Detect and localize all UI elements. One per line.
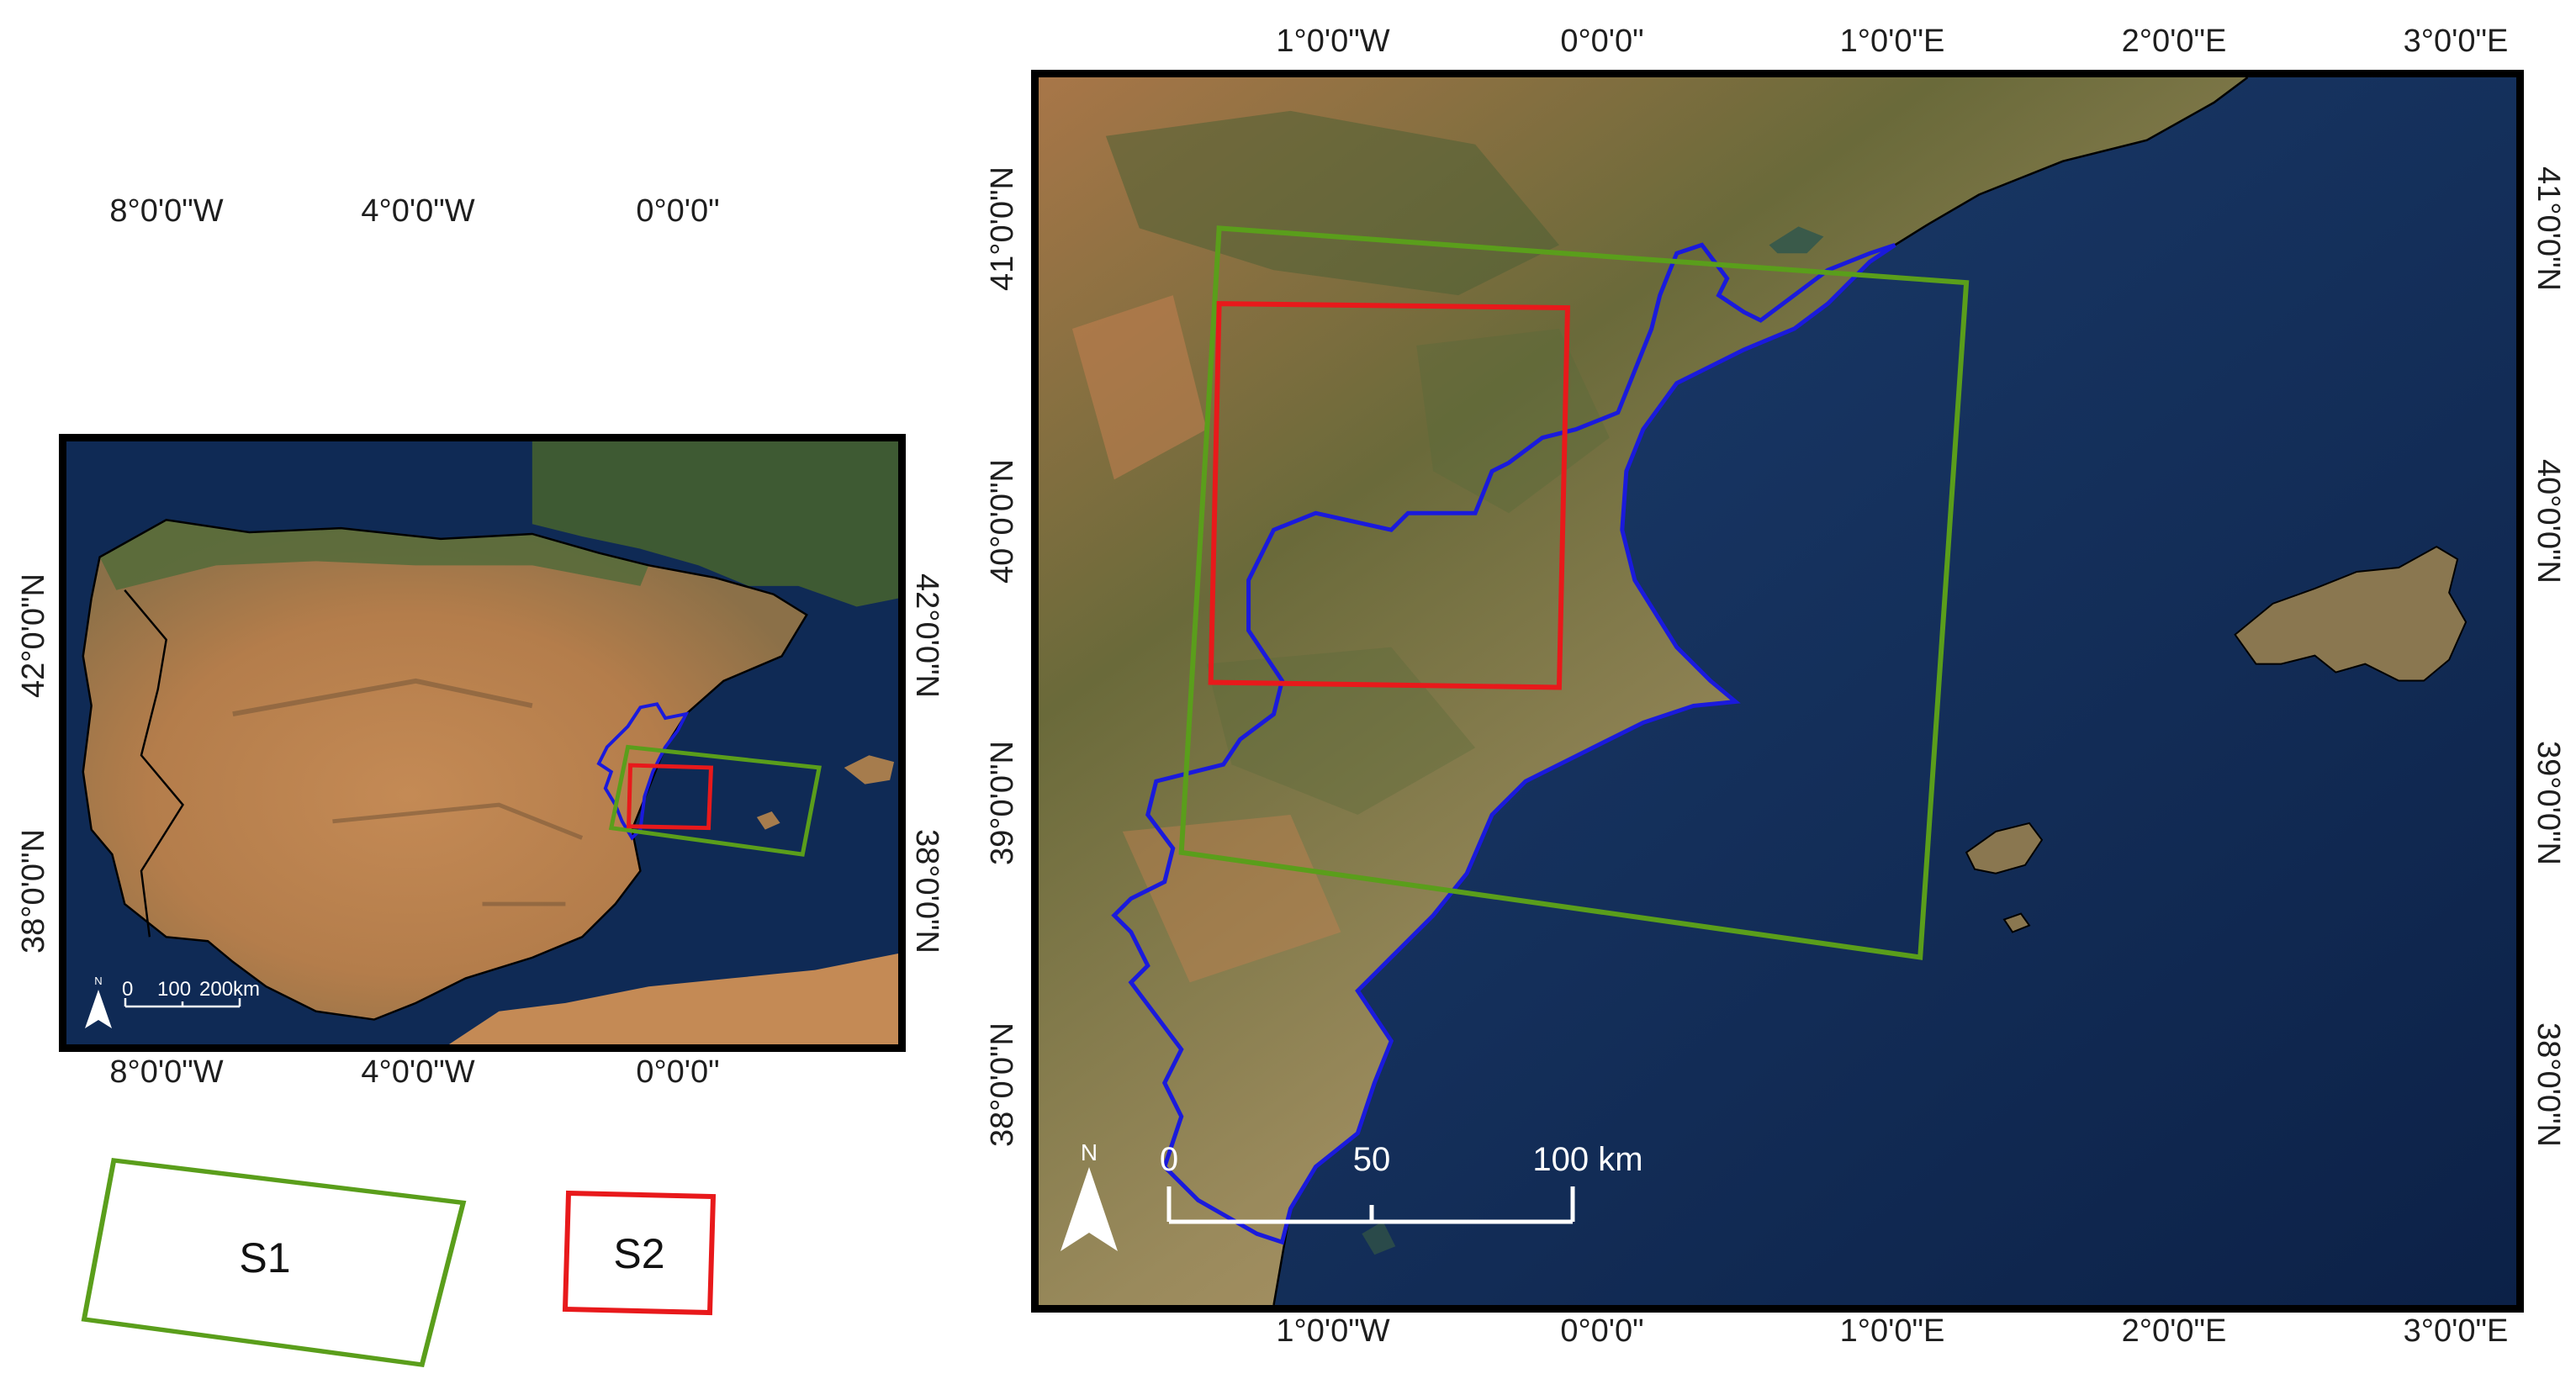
left-lat-label-east: 38°0'0"N: [909, 829, 944, 954]
svg-text:N: N: [1081, 1139, 1098, 1165]
right-bottom-lon-label: 1°0'0"W: [1276, 1313, 1390, 1349]
overview-scale-bar: 0 100 200 km: [122, 978, 260, 1020]
s2-footprint-detail: [1208, 301, 1570, 690]
overview-map-image: [66, 441, 898, 1044]
left-lat-label-east: 42°0'0"N: [909, 573, 944, 698]
mainland-spain: [1039, 77, 2248, 1305]
right-bottom-lon-label: 0°0'0": [1560, 1313, 1644, 1349]
left-bottom-lon-label: 0°0'0": [636, 1054, 720, 1090]
left-top-lon-label: 4°0'0"W: [361, 193, 475, 229]
left-lat-label-west: 38°0'0"N: [16, 829, 51, 954]
right-lat-label-west: 38°0'0"N: [985, 1022, 1020, 1147]
s1-legend-swatch: [81, 1157, 467, 1368]
left-lat-label-west: 42°0'0"N: [16, 573, 51, 698]
right-bottom-lon-label: 3°0'0"E: [2403, 1313, 2509, 1349]
right-top-lon-label: 2°0'0"E: [2121, 24, 2227, 59]
right-top-lon-label: 1°0'0"E: [1839, 24, 1945, 59]
svg-text:N: N: [94, 975, 102, 987]
detail-scale-bar: 0 50 100 km: [1159, 1141, 1643, 1242]
s2-footprint-overview: [627, 763, 714, 831]
left-top-lon-label: 0°0'0": [636, 193, 720, 229]
legend-s1: S1: [80, 1157, 475, 1379]
ebro-delta: [1769, 226, 1824, 254]
left-top-lon-label: 8°0'0"W: [109, 193, 224, 229]
scale-tick-label: 100 km: [1532, 1141, 1643, 1178]
mallorca-island: [2234, 545, 2468, 682]
right-top-lon-label: 1°0'0"W: [1276, 24, 1390, 59]
scale-tick-label: 0: [122, 978, 134, 1001]
north-arrow-icon: N: [1061, 1139, 1118, 1251]
mar-menor: [1362, 1221, 1396, 1255]
iberia-land: [82, 520, 807, 1020]
mallorca-island: [844, 755, 895, 785]
left-bottom-lon-label: 8°0'0"W: [109, 1054, 224, 1090]
right-bottom-lon-label: 1°0'0"E: [1839, 1313, 1945, 1349]
detail-map-image: [1039, 77, 2516, 1305]
formentera-island: [2002, 912, 2031, 933]
s2-legend-label: S2: [613, 1230, 665, 1277]
scale-tick-label: 100: [157, 978, 192, 1001]
right-top-lon-label: 0°0'0": [1560, 24, 1644, 59]
scale-unit-label: km: [233, 978, 260, 1001]
right-lat-label-west: 39°0'0"N: [985, 741, 1020, 865]
right-bottom-lon-label: 2°0'0"E: [2121, 1313, 2227, 1349]
ibiza-island: [756, 811, 780, 830]
region-boundary: [596, 702, 690, 841]
ibiza-island: [1965, 822, 2044, 874]
legend-s2: S2: [562, 1190, 722, 1316]
left-bottom-lon-label: 4°0'0"W: [361, 1054, 475, 1090]
s1-footprint-detail: [1178, 225, 1970, 960]
france-land: [532, 441, 898, 607]
right-lat-label-east: 40°0'0"N: [2531, 459, 2566, 584]
scale-tick-label: 200: [199, 978, 234, 1001]
right-lat-label-east: 41°0'0"N: [2531, 166, 2566, 291]
s1-footprint-overview: [608, 744, 822, 857]
scale-tick-label: 0: [1159, 1141, 1179, 1178]
region-boundary: [1111, 242, 1896, 1245]
right-top-lon-label: 3°0'0"E: [2403, 24, 2509, 59]
right-lat-label-east: 38°0'0"N: [2531, 1022, 2566, 1147]
right-lat-label-west: 40°0'0"N: [985, 459, 1020, 584]
s2-legend-swatch: [562, 1190, 717, 1316]
s1-legend-label: S1: [239, 1234, 291, 1281]
right-lat-label-east: 39°0'0"N: [2531, 741, 2566, 865]
north-arrow-icon: N: [85, 975, 112, 1028]
detail-map: N 0 50 100 km: [1031, 70, 2524, 1313]
right-lat-label-west: 41°0'0"N: [985, 166, 1020, 291]
scale-tick-label: 50: [1352, 1141, 1391, 1178]
africa-land: [448, 953, 898, 1044]
overview-map: N 0 100 200 km: [59, 434, 906, 1052]
